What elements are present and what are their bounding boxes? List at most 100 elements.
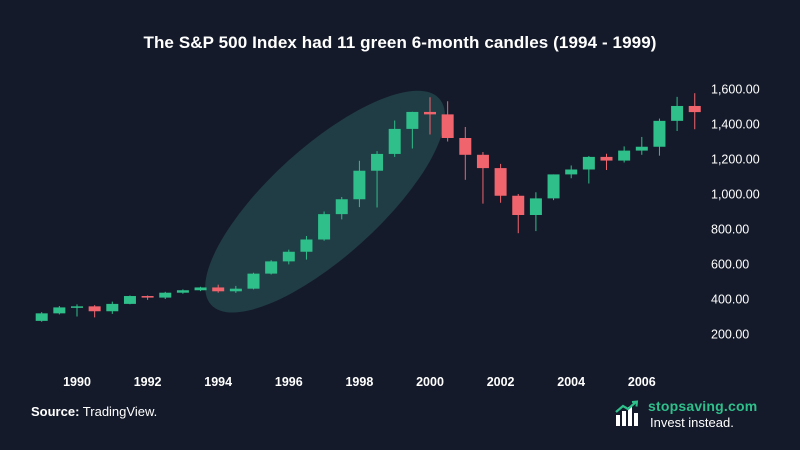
candle-body xyxy=(282,251,295,262)
candle-body xyxy=(671,105,684,121)
candle xyxy=(247,272,260,290)
candle-body xyxy=(388,128,401,154)
candle-body xyxy=(494,168,507,196)
candle xyxy=(635,136,648,155)
candle xyxy=(265,260,278,275)
candle xyxy=(476,152,489,204)
candle xyxy=(35,312,48,322)
candle-body xyxy=(547,174,560,199)
candle-body xyxy=(159,292,172,298)
candle-body xyxy=(71,306,83,308)
candle xyxy=(618,146,631,163)
x-tick-label: 2004 xyxy=(557,375,585,389)
candle-body xyxy=(459,138,472,155)
candle-body xyxy=(565,169,578,175)
x-tick-label: 2006 xyxy=(628,375,656,389)
x-tick-label: 2000 xyxy=(416,375,444,389)
candle-body xyxy=(318,214,331,240)
candle-body xyxy=(88,306,101,312)
candle xyxy=(194,286,207,292)
candle xyxy=(159,291,172,299)
candle xyxy=(53,306,66,315)
candle xyxy=(88,305,101,318)
candle xyxy=(176,289,189,294)
candle xyxy=(212,284,225,293)
bar-chart-logo-icon xyxy=(615,400,639,426)
candle-body xyxy=(35,313,48,321)
candle-body xyxy=(300,239,313,252)
y-tick-label: 1,600.00 xyxy=(711,83,760,97)
y-tick-label: 200.00 xyxy=(711,328,749,342)
candle xyxy=(688,93,701,130)
candle xyxy=(441,101,454,142)
candle-body xyxy=(194,287,207,291)
y-tick-label: 800.00 xyxy=(711,223,749,237)
candle-body xyxy=(512,195,525,215)
candle-body xyxy=(371,153,384,171)
x-tick-label: 1992 xyxy=(134,375,162,389)
x-tick-label: 1994 xyxy=(204,375,232,389)
y-tick-label: 400.00 xyxy=(711,293,749,307)
candle xyxy=(512,194,525,234)
candle-body xyxy=(618,150,631,161)
candle-body xyxy=(123,296,136,304)
candle xyxy=(300,236,313,260)
brand-tagline: Invest instead. xyxy=(650,415,734,430)
candle xyxy=(141,295,154,300)
candle-body xyxy=(265,261,278,274)
candle-body xyxy=(141,296,154,298)
candle xyxy=(353,160,366,208)
candle xyxy=(229,285,242,293)
candle-body xyxy=(653,120,666,147)
candle-body xyxy=(247,273,260,289)
candle xyxy=(371,151,384,208)
candle-body xyxy=(176,290,189,293)
candle-body xyxy=(600,156,613,161)
candle xyxy=(600,153,613,171)
candle xyxy=(582,156,595,184)
source-note: Source: TradingView. xyxy=(31,404,157,419)
y-tick-label: 1,400.00 xyxy=(711,118,760,132)
candle-body xyxy=(406,111,419,129)
chart-title: The S&P 500 Index had 11 green 6-month c… xyxy=(143,33,657,52)
brand-name: stopsaving.com xyxy=(648,398,758,414)
candle-body xyxy=(353,170,366,200)
x-tick-label: 1996 xyxy=(275,375,303,389)
candle-body xyxy=(582,156,595,170)
candle xyxy=(424,97,436,135)
candle-body xyxy=(424,111,436,115)
candle xyxy=(565,165,578,179)
candle-body xyxy=(635,146,648,151)
candle xyxy=(529,192,542,232)
x-tick-label: 2002 xyxy=(487,375,515,389)
candle xyxy=(459,126,472,180)
candle xyxy=(671,96,684,131)
candle-body xyxy=(688,105,701,113)
brand-block: stopsaving.com Invest instead. xyxy=(614,398,784,434)
candle xyxy=(335,196,348,220)
candle xyxy=(106,301,119,314)
candle xyxy=(547,174,560,201)
candle xyxy=(123,295,136,305)
source-label: Source: xyxy=(31,404,80,419)
candle-body xyxy=(476,154,489,169)
candle-body xyxy=(53,307,66,314)
x-tick-label: 1998 xyxy=(345,375,373,389)
candle xyxy=(653,118,666,156)
candle xyxy=(494,163,507,203)
candle xyxy=(388,120,401,157)
candle-body xyxy=(106,303,119,312)
y-tick-label: 1,200.00 xyxy=(711,153,760,167)
candle-body xyxy=(335,199,348,215)
highlight-ellipse xyxy=(205,90,446,313)
y-tick-label: 600.00 xyxy=(711,258,749,272)
candle-body xyxy=(212,287,225,292)
candle-body xyxy=(441,114,454,138)
candle xyxy=(282,249,295,265)
source-value: TradingView. xyxy=(82,404,158,419)
candle xyxy=(318,211,331,241)
candle xyxy=(71,304,83,317)
candle-body xyxy=(529,198,542,215)
x-tick-label: 1990 xyxy=(63,375,91,389)
